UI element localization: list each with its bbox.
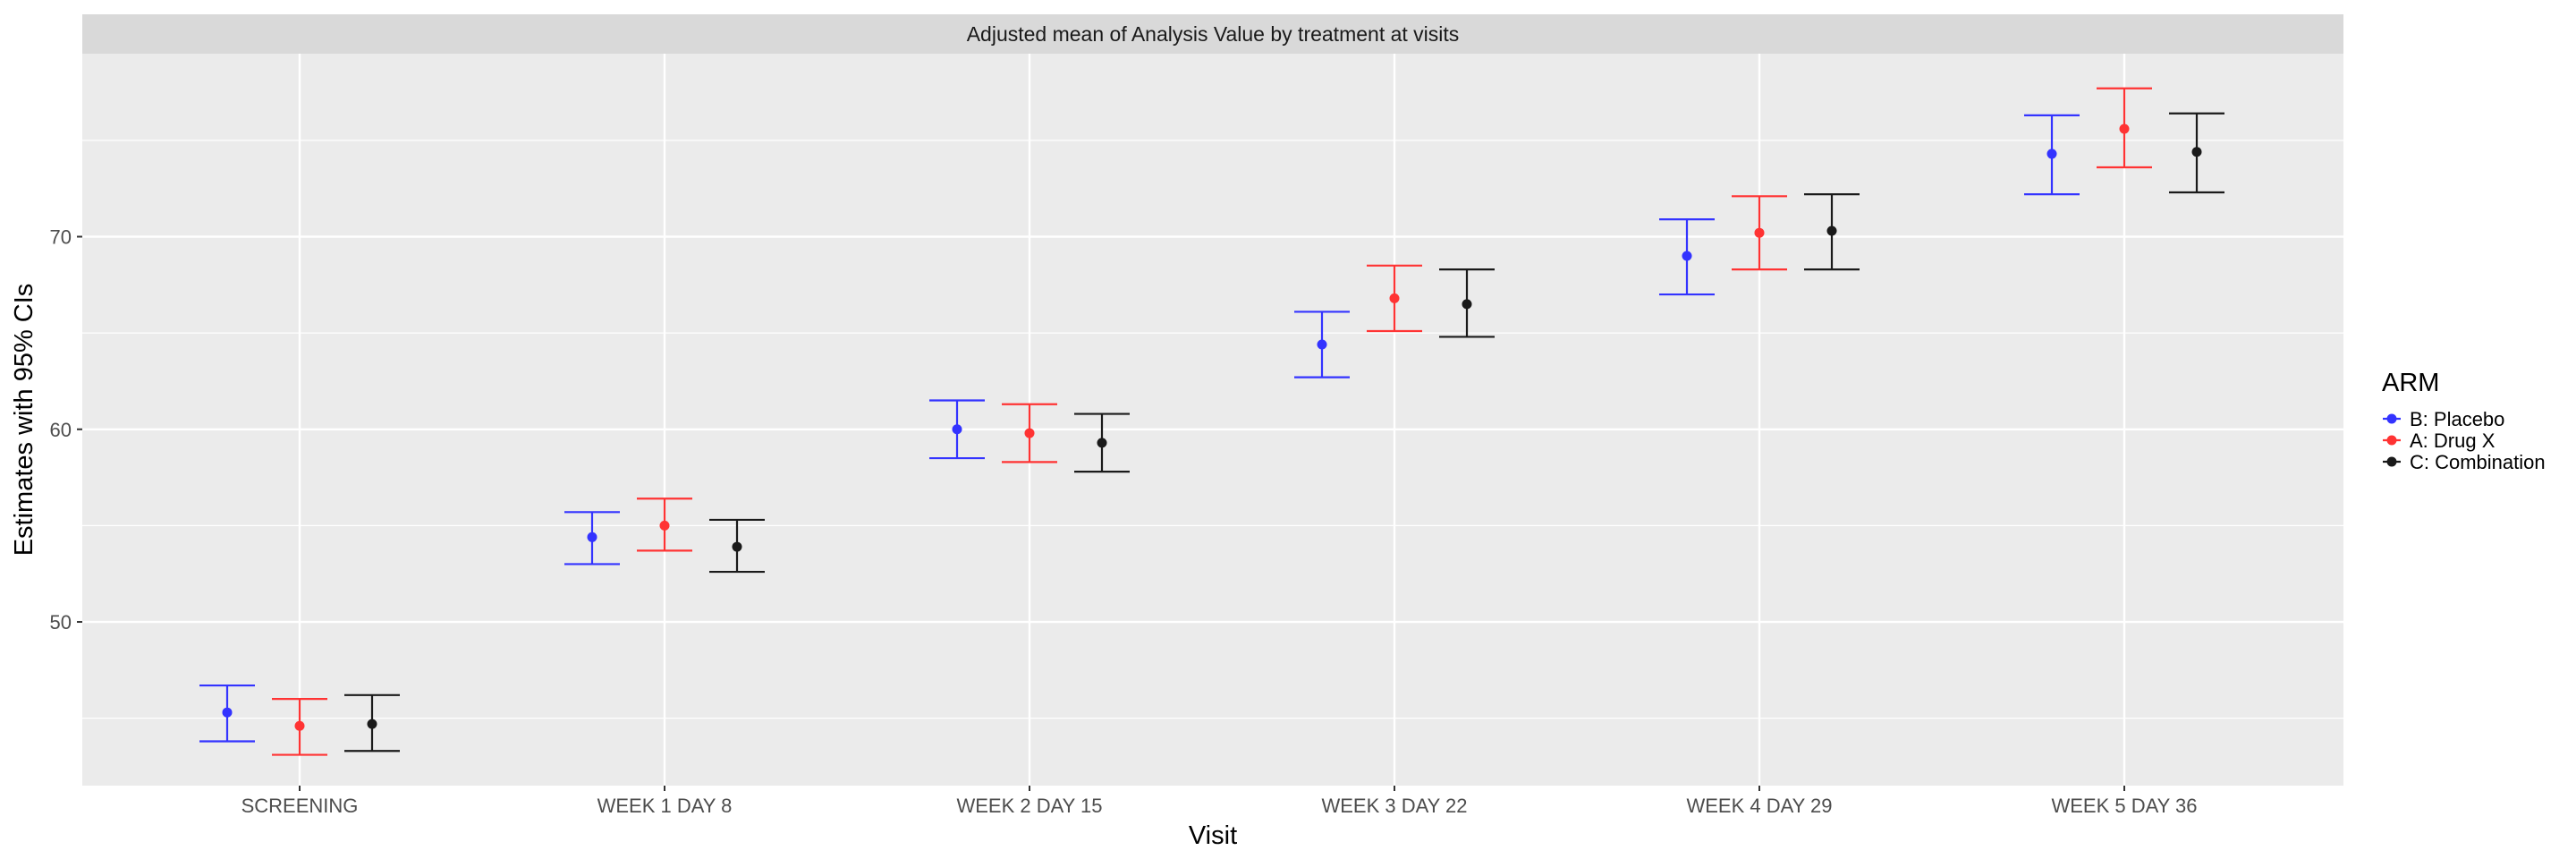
estimate-point (222, 707, 233, 718)
series-b-placebo (199, 114, 2080, 743)
y-tick-label: 60 (50, 419, 72, 441)
strip-title: Adjusted mean of Analysis Value by treat… (967, 22, 1460, 46)
legend-label: C: Combination (2410, 451, 2546, 473)
strip-background (82, 14, 2343, 54)
estimate-point (1389, 293, 1400, 303)
x-tick-label: SCREENING (242, 795, 359, 817)
series-c-combination (344, 112, 2224, 753)
estimate-point (2191, 147, 2202, 157)
grid-minor (82, 140, 2343, 719)
x-tick-label: WEEK 3 DAY 22 (1321, 795, 1467, 817)
plot-panel (82, 54, 2343, 786)
x-tick-label: WEEK 4 DAY 29 (1686, 795, 1832, 817)
legend-key-point (2386, 413, 2397, 424)
y-axis-title: Estimates with 95% CIs (10, 284, 38, 557)
estimate-point (1754, 227, 1765, 238)
x-axis-ticks: SCREENING WEEK 1 DAY 8 WEEK 2 DAY 15 WEEK 3… (242, 786, 2198, 817)
x-tick-label: WEEK 5 DAY 36 (2051, 795, 2197, 817)
estimate-point (294, 720, 305, 731)
y-axis-ticks: 50 60 70 (50, 226, 82, 634)
legend-item: A: Drug X (2383, 430, 2496, 452)
x-axis-title: Visit (1189, 821, 1237, 850)
estimate-point (1826, 225, 1837, 236)
legend-key-point (2386, 456, 2397, 467)
legend-item: C: Combination (2383, 451, 2546, 473)
estimate-point (659, 520, 670, 531)
estimate-point (587, 532, 597, 542)
estimate-point (952, 424, 962, 435)
estimate-point (367, 719, 377, 729)
legend-label: B: Placebo (2410, 408, 2504, 430)
legend-label: A: Drug X (2410, 430, 2496, 452)
legend-title: ARM (2382, 369, 2439, 397)
estimate-point (1462, 299, 1472, 310)
marks (199, 87, 2224, 756)
estimate-point (1024, 428, 1035, 438)
estimate-point (1682, 251, 1692, 261)
legend-item: B: Placebo (2383, 408, 2504, 430)
legend-key-point (2386, 435, 2397, 446)
estimate-point (732, 541, 742, 552)
y-tick-label: 70 (50, 226, 72, 249)
estimate-point (2119, 123, 2130, 134)
estimate-point (2046, 149, 2057, 159)
series-a-drug-x (272, 87, 2152, 756)
estimate-point (1097, 438, 1107, 448)
y-tick-label: 50 (50, 611, 72, 634)
x-tick-label: WEEK 1 DAY 8 (597, 795, 733, 817)
estimate-point (1317, 339, 1327, 350)
x-tick-label: WEEK 2 DAY 15 (956, 795, 1102, 817)
